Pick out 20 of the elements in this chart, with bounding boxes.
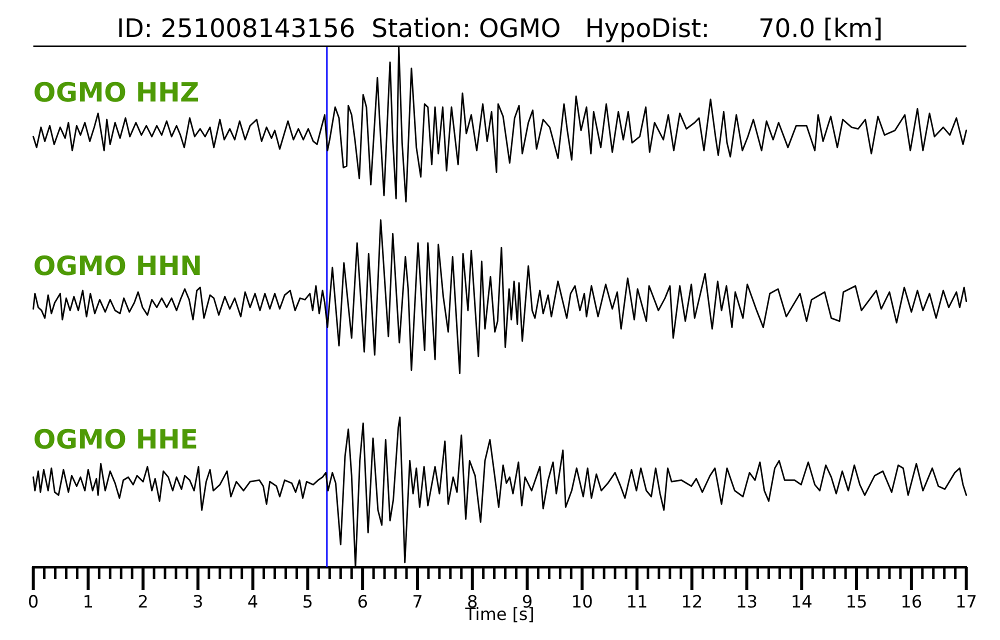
series-label: OGMO HHN (33, 251, 202, 282)
x-tick-label: 13 (736, 592, 758, 613)
x-tick-label: 14 (790, 592, 812, 613)
x-tick-label: 15 (846, 592, 868, 613)
series-label: OGMO HHE (33, 424, 198, 456)
x-tick-label: 7 (412, 592, 423, 613)
x-tick-label: 2 (138, 592, 148, 613)
series-label: OGMO HHZ (33, 78, 200, 109)
x-tick-label: 11 (626, 592, 648, 613)
x-tick-label: 17 (955, 592, 978, 613)
x-tick-label: 10 (571, 592, 593, 613)
x-tick-label: 1 (82, 592, 94, 613)
x-tick-label: 4 (247, 592, 258, 613)
x-tick-label: 5 (302, 592, 314, 613)
x-tick-label: 12 (681, 592, 703, 613)
x-tick-label: 16 (900, 592, 922, 613)
x-tick-label: 6 (357, 592, 368, 613)
x-tick-label: 3 (192, 592, 204, 613)
chart-title: ID: 251008143156 Station: OGMO HypoDist: 70.0 [km] (116, 14, 883, 44)
x-tick-label: 0 (28, 592, 39, 613)
